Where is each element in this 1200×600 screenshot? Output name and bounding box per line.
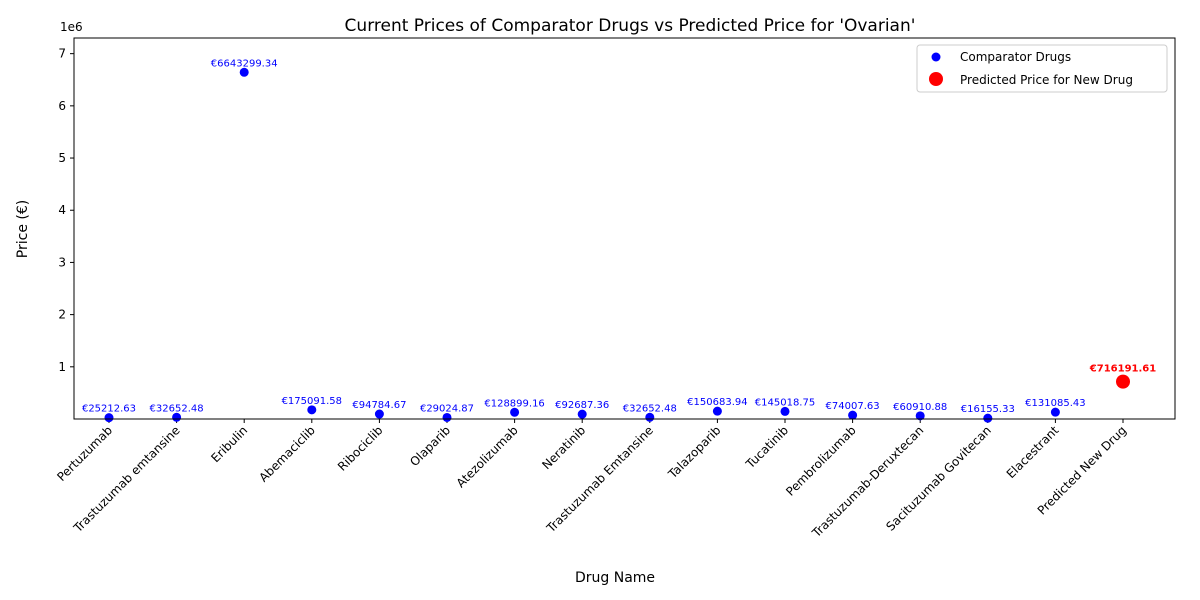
legend-marker-predicted xyxy=(929,72,943,86)
plot-area-frame xyxy=(73,37,1176,420)
x-tick-label: Pertuzumab xyxy=(54,423,115,484)
y-axis-ticks: 1 2 3 4 5 6 7 xyxy=(58,47,74,374)
data-labels: €25212.63 €32652.48 €6643299.34 €175091.58 €… xyxy=(82,58,1156,415)
comparator-point xyxy=(712,406,722,416)
y-tick-label: 5 xyxy=(58,151,66,165)
comparator-point xyxy=(915,411,925,421)
comparator-point xyxy=(983,413,993,423)
data-label: €131085.43 xyxy=(1025,398,1085,409)
data-points xyxy=(104,67,1130,423)
x-tick-label: Elacestrant xyxy=(1004,423,1062,481)
legend-marker-comparator xyxy=(931,52,941,62)
x-tick-label: Trastuzumab-Deruxtecan xyxy=(809,423,927,541)
x-tick-label: Talazoparib xyxy=(665,423,724,482)
y-tick-label: 2 xyxy=(58,308,66,322)
comparator-point xyxy=(104,413,114,423)
chart-title: Current Prices of Comparator Drugs vs Pr… xyxy=(345,16,916,36)
comparator-point xyxy=(848,410,858,420)
data-label: €6643299.34 xyxy=(211,58,278,69)
data-label: €32652.48 xyxy=(150,403,204,414)
x-tick-label: Pembrolizumab xyxy=(783,423,858,498)
y-axis-offset-label: 1e6 xyxy=(60,20,83,34)
x-tick-label: Ribociclib xyxy=(335,423,386,474)
data-label: €32652.48 xyxy=(623,403,677,414)
x-axis-label: Drug Name xyxy=(575,570,655,586)
comparator-point xyxy=(239,67,249,77)
data-label: €16155.33 xyxy=(961,404,1015,415)
legend-label-comparator: Comparator Drugs xyxy=(960,50,1071,64)
comparator-point xyxy=(172,412,182,422)
data-label: €716191.61 xyxy=(1089,364,1156,375)
legend: Comparator Drugs Predicted Price for New… xyxy=(916,44,1168,93)
x-tick-label: Atezolizumab xyxy=(454,423,521,490)
comparator-point xyxy=(780,406,790,416)
data-label: €150683.94 xyxy=(687,397,747,408)
x-tick-label: Olaparib xyxy=(407,423,453,469)
legend-box xyxy=(916,44,1168,93)
y-tick-label: 7 xyxy=(58,47,66,61)
comparator-point xyxy=(1050,407,1060,417)
y-tick-label: 1 xyxy=(58,360,66,374)
x-tick-label: Tucatinib xyxy=(743,423,792,472)
comparator-point xyxy=(510,407,520,417)
comparator-point xyxy=(307,405,317,415)
y-tick-label: 3 xyxy=(58,255,66,269)
data-label: €94784.67 xyxy=(352,400,406,411)
x-tick-label: Abemaciclib xyxy=(256,423,318,485)
data-label: €74007.63 xyxy=(826,401,880,412)
legend-label-predicted: Predicted Price for New Drug xyxy=(960,73,1133,87)
x-tick-label: Eribulin xyxy=(208,423,250,465)
data-label: €60910.88 xyxy=(893,402,947,413)
data-label: €29024.87 xyxy=(420,403,474,414)
data-label: €92687.36 xyxy=(555,400,609,411)
comparator-point xyxy=(645,412,655,422)
y-tick-label: 6 xyxy=(58,99,66,113)
data-label: €145018.75 xyxy=(755,397,815,408)
data-label: €175091.58 xyxy=(282,396,342,407)
data-label: €25212.63 xyxy=(82,404,136,415)
comparator-point xyxy=(374,409,384,419)
data-label: €128899.16 xyxy=(484,398,544,409)
y-tick-label: 4 xyxy=(58,203,66,217)
y-axis-label: Price (€) xyxy=(15,200,31,258)
predicted-point xyxy=(1116,374,1130,389)
x-tick-label: Neratinib xyxy=(539,423,588,472)
comparator-point xyxy=(442,412,452,422)
comparator-point xyxy=(577,409,587,419)
